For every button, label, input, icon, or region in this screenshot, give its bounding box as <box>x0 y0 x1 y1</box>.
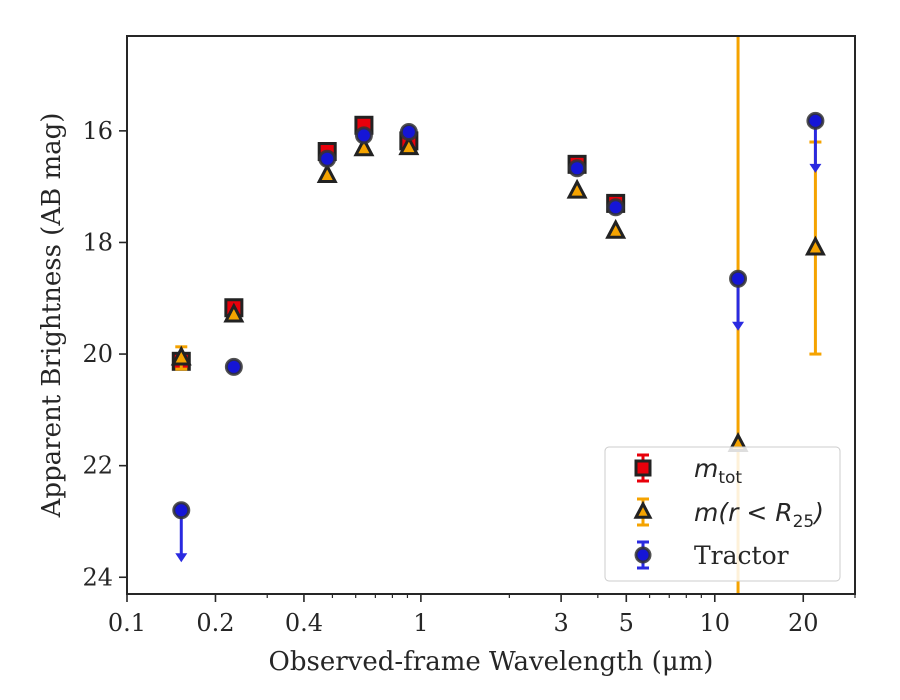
circle-upper-limit-arrow <box>809 163 822 173</box>
y-tick-label: 24 <box>82 563 113 591</box>
y-tick-label: 20 <box>82 340 113 368</box>
triangle-marker <box>353 136 375 157</box>
legend-entry-square: mtot <box>634 453 742 488</box>
y-tick-label: 16 <box>82 117 113 145</box>
legend-label-base: m <box>694 454 718 483</box>
circle-point <box>729 269 748 331</box>
legend-label-base: m <box>694 498 718 527</box>
triangle-marker <box>223 302 245 323</box>
circle-marker <box>224 357 243 376</box>
x-tick-label: 20 <box>788 609 819 637</box>
circle-point <box>172 501 191 563</box>
triangle-point <box>223 302 245 323</box>
triangle-marker <box>316 163 338 183</box>
circle-point <box>399 122 418 141</box>
y-axis-label: Apparent Brightness (AB mag) <box>37 113 67 519</box>
legend-entry-circle: Tractor <box>634 540 789 570</box>
legend-marker <box>634 459 652 477</box>
circle-point <box>806 111 825 173</box>
triangle-point <box>804 140 826 356</box>
legend-label-text: Tractor <box>694 541 789 570</box>
circle-marker <box>354 126 373 145</box>
y-tick-label: 18 <box>82 228 113 256</box>
triangle-point <box>316 163 338 183</box>
x-tick-label: 3 <box>553 609 568 637</box>
triangle-point <box>566 178 588 199</box>
x-axis-label: Observed-frame Wavelength (μm) <box>269 647 714 677</box>
legend-frame <box>604 446 841 582</box>
x-tick-label: 1 <box>413 609 428 637</box>
triangle-marker <box>566 178 588 199</box>
circle-point <box>318 149 337 168</box>
circle-point <box>354 126 373 145</box>
triangle-point <box>605 218 627 239</box>
triangle-marker <box>804 235 826 256</box>
x-tick-label: 10 <box>700 609 731 637</box>
y-tick-label: 22 <box>82 452 113 480</box>
legend-marker <box>633 500 653 519</box>
y-axis-ticks: 16 18 20 22 24 <box>82 117 127 591</box>
triangle-point <box>170 345 192 371</box>
x-tick-label: 0.2 <box>196 609 234 637</box>
legend-label-subscript: 25 <box>793 512 815 532</box>
triangle-marker <box>605 218 627 239</box>
legend-label-close: ) <box>812 498 824 527</box>
circle-marker <box>318 149 337 168</box>
x-tick-label: 0.1 <box>108 609 146 637</box>
circle-marker <box>568 159 587 178</box>
legend-label-subscript: tot <box>718 468 742 488</box>
legend-label: Tractor <box>694 541 789 570</box>
legend-marker <box>634 546 652 564</box>
triangle-marker <box>398 135 420 156</box>
triangle-point <box>353 136 375 157</box>
triangle-marker <box>170 345 192 366</box>
triangle-point <box>398 135 420 156</box>
plot-frame <box>126 35 856 595</box>
circle-point <box>606 198 625 217</box>
data-marks <box>170 36 826 594</box>
circle-upper-limit-arrow <box>732 321 745 331</box>
circle-upper-limit-arrow <box>175 553 188 563</box>
x-tick-label: 0.4 <box>285 609 323 637</box>
circle-marker <box>399 122 418 141</box>
x-tick-label: 5 <box>619 609 634 637</box>
legend-entry-triangle: m(r < R25) <box>633 497 824 532</box>
circle-point <box>568 159 587 178</box>
circle-marker <box>729 269 748 288</box>
legend-label: mtot <box>694 454 742 488</box>
legend-label-mid: (r < R <box>718 498 792 527</box>
legend-label: m(r < R25) <box>694 498 824 532</box>
circle-marker <box>172 501 191 520</box>
circle-marker <box>806 111 825 130</box>
circle-marker <box>606 198 625 217</box>
circle-point <box>224 357 243 376</box>
